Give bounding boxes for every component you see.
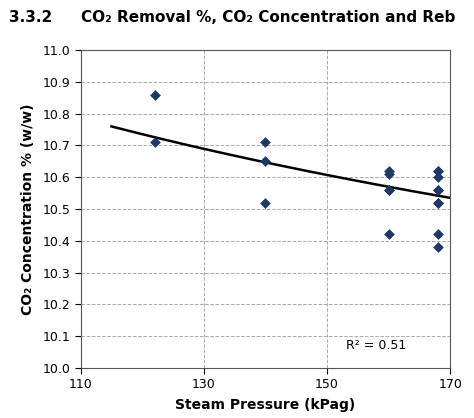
Point <box>434 244 442 250</box>
Point <box>434 199 442 206</box>
Point <box>434 186 442 193</box>
Point <box>262 158 269 165</box>
Text: R² = 0.51: R² = 0.51 <box>346 339 406 352</box>
Point <box>434 231 442 238</box>
Point <box>385 168 392 174</box>
Point <box>262 139 269 145</box>
Point <box>385 186 392 193</box>
Y-axis label: CO₂ Concentration % (w/w): CO₂ Concentration % (w/w) <box>21 103 36 315</box>
Point <box>151 139 158 145</box>
Point <box>385 171 392 177</box>
Text: CO₂ Removal %, CO₂ Concentration and Reb: CO₂ Removal %, CO₂ Concentration and Reb <box>81 10 455 25</box>
Point <box>434 174 442 181</box>
Point <box>151 91 158 98</box>
Point <box>434 168 442 174</box>
Point <box>385 231 392 238</box>
Point <box>434 168 442 174</box>
X-axis label: Steam Pressure (kPag): Steam Pressure (kPag) <box>175 398 356 412</box>
Point <box>385 186 392 193</box>
Point <box>262 199 269 206</box>
Point <box>434 186 442 193</box>
Text: 3.3.2: 3.3.2 <box>9 10 53 25</box>
Point <box>434 199 442 206</box>
